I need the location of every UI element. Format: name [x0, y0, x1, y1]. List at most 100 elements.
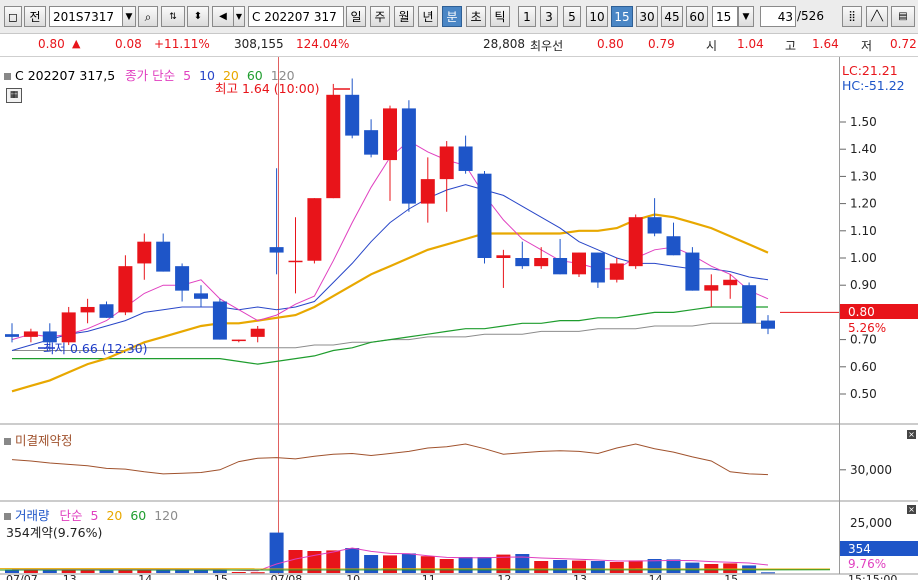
candle-body [250, 328, 265, 337]
table-icon[interactable]: ▦ [6, 88, 22, 103]
settings-icon[interactable]: ▤ [891, 6, 915, 27]
ytick-label: 1.20 [850, 197, 877, 211]
candle-body [269, 247, 284, 253]
volume-bar [269, 532, 284, 573]
ytick-label: 0.50 [850, 387, 877, 401]
candle-body [401, 108, 416, 204]
interval-input[interactable]: 15 [712, 6, 738, 27]
candle-body [288, 260, 303, 263]
interval-10[interactable]: 10 [586, 6, 608, 27]
vol-ma-label: 단순 [59, 508, 83, 523]
panel-marker-icon [4, 513, 11, 520]
interval-3[interactable]: 3 [540, 6, 558, 27]
xtick-label: 15 [724, 573, 738, 580]
period-month[interactable]: 월 [394, 6, 414, 27]
period-tick[interactable]: 틱 [490, 6, 510, 27]
volume-bar [666, 559, 681, 573]
chevron-down-icon[interactable]: ▼ [738, 6, 754, 27]
period-minute[interactable]: 분 [442, 6, 462, 27]
candle-body [515, 258, 530, 267]
ma-10: 10 [199, 68, 215, 83]
open-interest: 28,808 [483, 37, 525, 51]
chevron-down-icon[interactable]: ▼ [122, 6, 136, 27]
xtick-label: 13 [63, 573, 77, 580]
type-button[interactable]: 전 [24, 6, 46, 27]
split-icon[interactable]: ⇅ [161, 6, 185, 27]
vol-ma-60: 60 [130, 508, 147, 523]
candle-body [80, 306, 95, 313]
xtick-label: 13 [573, 573, 587, 580]
interval-30[interactable]: 30 [636, 6, 658, 27]
xtick-label: 15 [214, 573, 228, 580]
volume-bar [80, 569, 95, 573]
volume-ratio: 124.04% [296, 37, 350, 51]
volume-bar [685, 562, 700, 573]
search-icon[interactable]: ⌕ [138, 6, 158, 27]
high-label: 고 [785, 39, 797, 53]
close-icon[interactable]: × [907, 430, 916, 439]
high-note: 최고 1.64 (10:00) [215, 81, 320, 96]
candle-body [553, 258, 568, 275]
ytick-label: 1.30 [850, 169, 877, 183]
candle-body [496, 255, 511, 258]
candle-body [628, 217, 643, 267]
open-value: 1.04 [737, 37, 764, 51]
period-second[interactable]: 초 [466, 6, 486, 27]
price-chart[interactable]: 30,000 25,000 1.50 1.40 1.30 1.20 1.10 1.00 0.… [0, 57, 918, 580]
volume-bar [175, 569, 190, 573]
ma-label: 종가 단순 [125, 68, 176, 83]
interval-45[interactable]: 45 [661, 6, 683, 27]
volume-value: 308,155 [234, 37, 284, 51]
candle-body [42, 331, 57, 343]
current-pct-tag: 5.26% [848, 321, 886, 335]
interval-1[interactable]: 1 [518, 6, 536, 27]
low-label: 저 [861, 39, 873, 53]
interval-60[interactable]: 60 [686, 6, 708, 27]
volume-bar [288, 550, 303, 573]
candle-body [742, 285, 757, 324]
volume-bar [628, 560, 643, 573]
ytick-label: 0.90 [850, 278, 877, 292]
volume-bar [723, 563, 738, 573]
spin-icon[interactable]: ⬍ [187, 6, 209, 27]
panel-marker-icon [4, 438, 11, 445]
speaker-icon[interactable]: ◀ [212, 6, 234, 27]
candle-body [307, 198, 322, 261]
ytick-label: 1.10 [850, 224, 877, 238]
best-bid: 0.79 [648, 37, 675, 51]
candle-body [5, 334, 19, 337]
high-value: 1.64 [812, 37, 839, 51]
volume-bar [5, 569, 19, 573]
volume-bar [156, 569, 171, 573]
interval-5[interactable]: 5 [563, 6, 581, 27]
interval-15[interactable]: 15 [611, 6, 633, 27]
candle-body [458, 146, 473, 171]
ma60-line [12, 306, 768, 365]
volume-bar [231, 572, 246, 573]
low-note: 최저 0.66 (12:30) [43, 341, 148, 356]
window-icon[interactable]: ◻ [4, 6, 22, 27]
candle-body [231, 339, 246, 342]
volume-tag: 354 [848, 542, 871, 556]
chevron-down-icon[interactable]: ▼ [233, 6, 245, 27]
change-value: 0.08 [115, 37, 142, 51]
period-day[interactable]: 일 [346, 6, 366, 27]
period-week[interactable]: 주 [370, 6, 390, 27]
hc-label: HC:-51.22 [842, 78, 905, 93]
candle-body [118, 266, 133, 313]
volume-bar [477, 557, 492, 573]
candle-body [345, 94, 360, 136]
page-current[interactable]: 43 [760, 6, 796, 27]
chart-type-icon[interactable]: ╱╲ [866, 6, 888, 27]
code-input[interactable]: 201S7317 [49, 6, 123, 27]
volume-bar [458, 557, 473, 573]
close-icon[interactable]: × [907, 505, 916, 514]
page-total: /526 [797, 9, 824, 23]
ytick-label: 1.40 [850, 142, 877, 156]
volume-bar [99, 569, 114, 573]
volume-bar [401, 553, 416, 573]
grid-icon[interactable]: ⣿ [842, 6, 862, 27]
current-price-tag-bg [840, 304, 918, 319]
ma-60: 60 [246, 68, 263, 83]
period-year[interactable]: 년 [418, 6, 438, 27]
